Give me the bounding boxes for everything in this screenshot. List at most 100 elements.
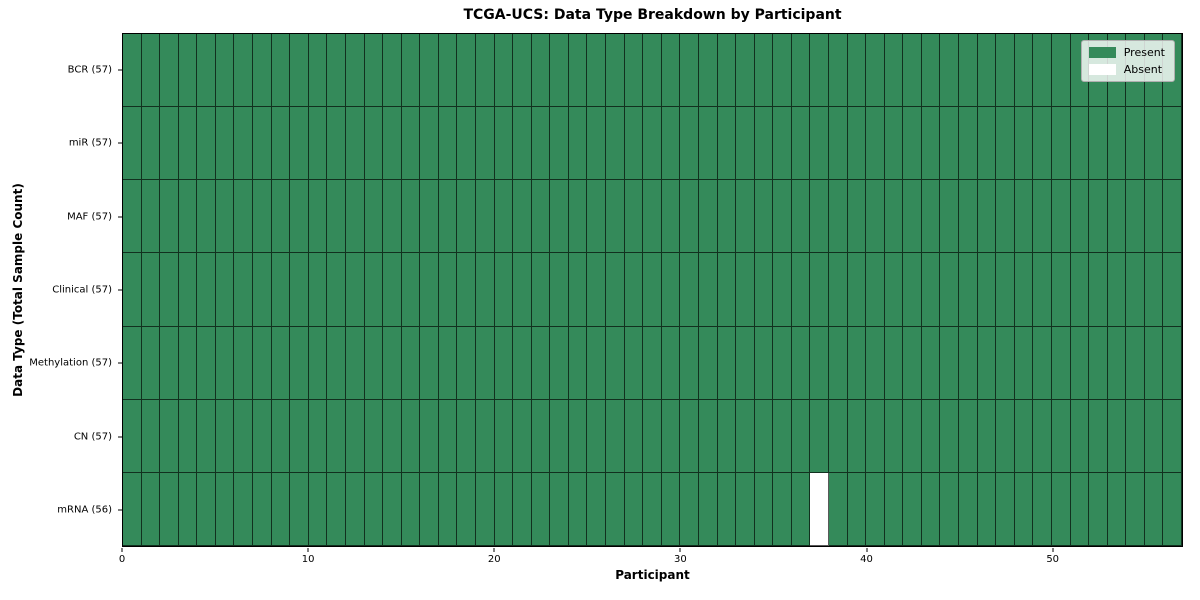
heatmap-cell-present xyxy=(475,472,495,546)
heatmap-cell-present xyxy=(401,472,421,546)
heatmap-cell-present xyxy=(624,253,644,327)
heatmap-cell-present xyxy=(494,107,514,181)
heatmap-cell-present xyxy=(1014,253,1034,327)
heatmap-cell-present xyxy=(271,107,291,181)
heatmap-cell-present xyxy=(215,326,235,400)
heatmap-cell-present xyxy=(940,326,960,400)
heatmap-cell-present xyxy=(494,180,514,254)
heatmap-cell-present xyxy=(420,472,439,546)
heatmap-cell-present xyxy=(921,107,941,181)
heatmap-cell-present xyxy=(1051,399,1071,473)
heatmap-cell-present xyxy=(494,472,514,546)
heatmap-cell-present xyxy=(438,399,458,473)
heatmap-cell-present xyxy=(680,326,699,400)
heatmap-cell-present xyxy=(1014,472,1034,546)
heatmap-cell-present xyxy=(1144,107,1164,181)
heatmap-cell-present xyxy=(977,253,997,327)
heatmap-cell-present xyxy=(717,34,737,108)
heatmap-cell-present xyxy=(253,107,272,181)
heatmap-cell-present xyxy=(698,326,718,400)
heatmap-cell-present xyxy=(624,180,644,254)
heatmap-cell-present xyxy=(903,253,922,327)
heatmap-cell-present xyxy=(1033,180,1052,254)
heatmap-cell-present xyxy=(921,180,941,254)
heatmap-cell-present xyxy=(160,399,179,473)
heatmap-cell-present xyxy=(940,472,960,546)
heatmap-cell-present xyxy=(717,253,737,327)
heatmap-cell-present xyxy=(624,472,644,546)
heatmap-cell-present xyxy=(271,180,291,254)
heatmap-cell-present xyxy=(959,107,978,181)
heatmap-cell-present xyxy=(1126,472,1145,546)
heatmap-cell-present xyxy=(178,253,198,327)
heatmap-cell-present xyxy=(1126,399,1145,473)
heatmap-cell-present xyxy=(345,107,365,181)
heatmap-cell-present xyxy=(736,107,755,181)
heatmap-cell-present xyxy=(643,326,662,400)
heatmap-cell-present xyxy=(401,326,421,400)
heatmap-cell-present xyxy=(1107,180,1127,254)
heatmap-cell-present xyxy=(1070,399,1090,473)
heatmap-cell-present xyxy=(568,472,588,546)
heatmap-cell-present xyxy=(754,326,774,400)
heatmap-cell-present xyxy=(1163,472,1182,546)
heatmap-cell-present xyxy=(847,34,867,108)
heatmap-cell-present xyxy=(123,107,142,181)
heatmap-cell-present xyxy=(531,107,551,181)
heatmap-cell-present xyxy=(308,180,328,254)
heatmap-cell-present xyxy=(606,253,625,327)
heatmap-cell-present xyxy=(290,253,309,327)
heatmap-cell-present xyxy=(345,326,365,400)
heatmap-cell-present xyxy=(754,180,774,254)
heatmap-cell-present xyxy=(271,399,291,473)
heatmap-cell-present xyxy=(401,180,421,254)
heatmap-cell-present xyxy=(1163,253,1182,327)
heatmap-cell-present xyxy=(513,326,532,400)
heatmap-cell-present xyxy=(420,180,439,254)
heatmap-cell-present xyxy=(345,180,365,254)
heatmap-cell-present xyxy=(791,34,811,108)
heatmap-cell-present xyxy=(680,399,699,473)
heatmap-cell-present xyxy=(475,399,495,473)
heatmap-cell-present xyxy=(921,326,941,400)
heatmap-cell-present xyxy=(531,180,551,254)
heatmap-cell-present xyxy=(847,253,867,327)
heatmap-cell-present xyxy=(717,107,737,181)
heatmap-cell-present xyxy=(1089,107,1108,181)
heatmap-cell-present xyxy=(903,399,922,473)
heatmap-cell-present xyxy=(178,399,198,473)
heatmap-cell-present xyxy=(643,253,662,327)
heatmap-cell-present xyxy=(847,399,867,473)
heatmap-cell-present xyxy=(290,107,309,181)
heatmap-cell-present xyxy=(401,253,421,327)
heatmap-cell-present xyxy=(290,472,309,546)
heatmap-cell-present xyxy=(550,326,569,400)
heatmap-cell-present xyxy=(531,253,551,327)
heatmap-cell-present xyxy=(383,34,402,108)
heatmap-cell-present xyxy=(364,180,384,254)
heatmap-cell-present xyxy=(160,253,179,327)
heatmap-cell-present xyxy=(513,253,532,327)
y-tick-mark xyxy=(118,509,122,511)
heatmap-cell-present xyxy=(1051,180,1071,254)
heatmap-cell-present xyxy=(550,253,569,327)
heatmap-cell-present xyxy=(1107,253,1127,327)
y-tick-label: Methylation (57) xyxy=(29,357,112,369)
heatmap-cell-present xyxy=(123,34,142,108)
heatmap-cell-present xyxy=(438,326,458,400)
heatmap-cell-present xyxy=(141,180,161,254)
heatmap-cell-present xyxy=(123,472,142,546)
heatmap-cell-present xyxy=(513,107,532,181)
heatmap-cell-present xyxy=(123,399,142,473)
heatmap-cell-present xyxy=(253,180,272,254)
heatmap-cell-present xyxy=(178,34,198,108)
y-tick-label: MAF (57) xyxy=(67,211,112,223)
heatmap-cell-present xyxy=(475,107,495,181)
heatmap-cell-present xyxy=(327,326,346,400)
heatmap-cell-present xyxy=(977,107,997,181)
heatmap-cell-present xyxy=(866,180,885,254)
x-tick-mark xyxy=(1052,548,1054,552)
heatmap-cell-present xyxy=(884,253,904,327)
heatmap-cell-present xyxy=(327,107,346,181)
heatmap-cell-present xyxy=(866,326,885,400)
